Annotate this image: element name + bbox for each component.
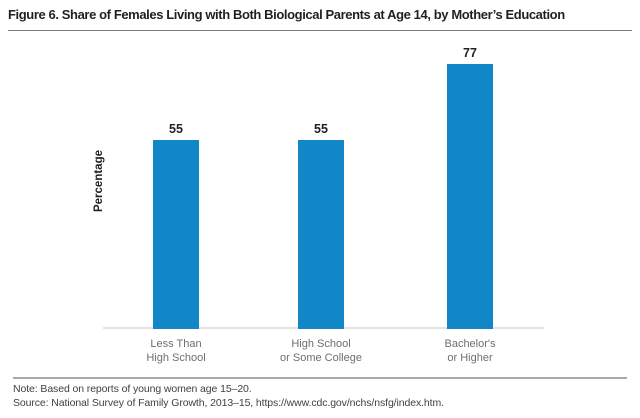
x-tick-label-bachelors-or-higher: Bachelor's or Higher <box>444 338 496 364</box>
bar-fill <box>298 140 344 329</box>
bar-less-than-high-school: 55 <box>153 122 199 329</box>
bar-bachelors-or-higher: 77 <box>447 46 493 329</box>
figure-title: Figure 6. Share of Females Living with B… <box>8 7 565 22</box>
footer-divider-line <box>13 377 627 379</box>
note-text: Note: Based on reports of young women ag… <box>13 383 252 395</box>
x-tick-label-high-school-or-some-college: High School or Some College <box>280 338 362 364</box>
bar-fill <box>153 140 199 329</box>
bar-high-school-or-some-college: 55 <box>298 122 344 329</box>
title-divider-line <box>8 30 632 31</box>
source-text: Source: National Survey of Family Growth… <box>13 397 444 409</box>
x-tick-label-less-than-high-school: Less Than High School <box>146 338 206 364</box>
bar-value-label: 55 <box>169 122 183 136</box>
bar-fill <box>447 64 493 329</box>
plot-area: 55 55 77 <box>103 40 544 329</box>
bar-value-label: 55 <box>314 122 328 136</box>
bar-value-label: 77 <box>463 46 477 60</box>
